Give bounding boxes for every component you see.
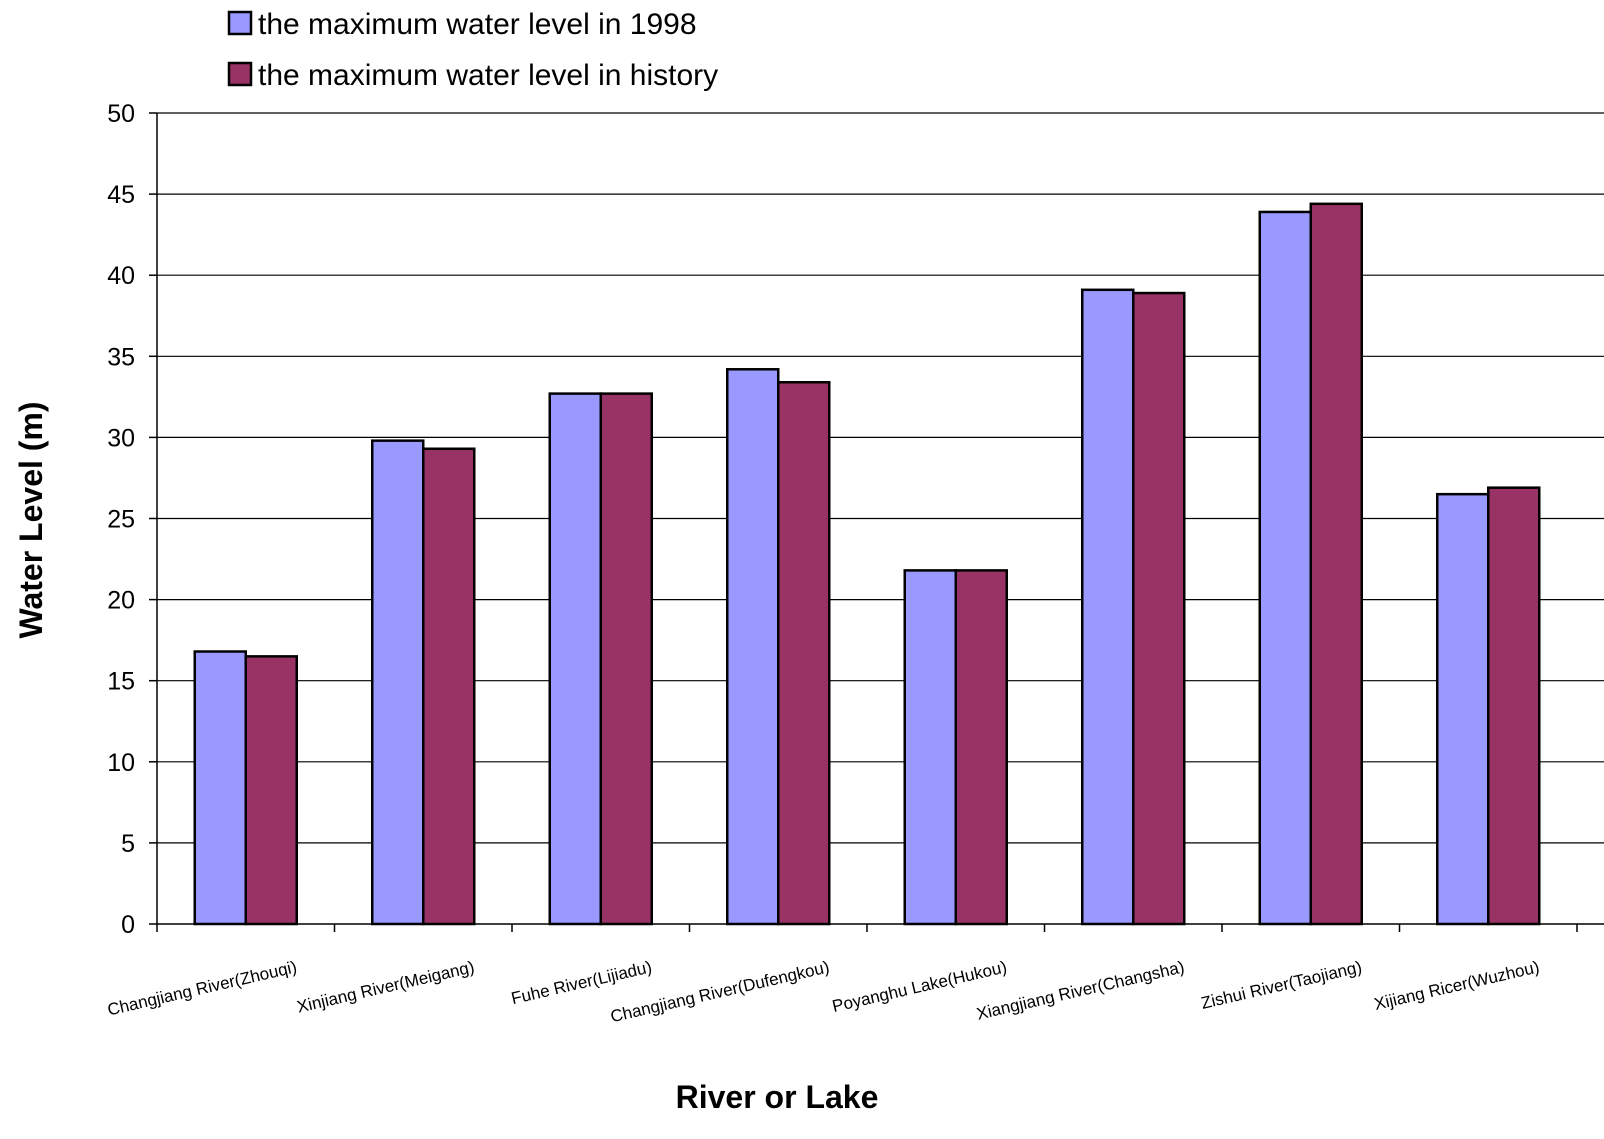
x-tick-label: Zishui River(Taojiang) [1199, 957, 1363, 1012]
bar-series-history [954, 569, 1008, 926]
x-tick-label: Xijiang Ricer(Wuzhou) [1372, 957, 1541, 1013]
y-tick-label: 10 [107, 749, 135, 777]
x-axis-title: River or Lake [676, 1079, 879, 1115]
y-tick-label: 50 [107, 100, 135, 128]
bar-series-history [1132, 291, 1186, 926]
bar-series-1998 [193, 650, 247, 926]
y-tick-label: 15 [107, 668, 135, 696]
y-tick-label: 30 [107, 424, 135, 452]
y-tick-label: 45 [107, 181, 135, 209]
bar-series-1998 [548, 392, 602, 926]
bar-series-1998 [1258, 210, 1312, 926]
x-tick-label: Xinjiang River(Meigang) [295, 957, 476, 1016]
bar-series-history [422, 447, 476, 926]
bar-series-1998 [903, 569, 957, 926]
bar-series-history [777, 381, 831, 926]
legend-swatch [227, 61, 253, 87]
bar-series-1998 [726, 368, 780, 926]
bar-series-history [599, 392, 653, 926]
y-tick-label: 20 [107, 587, 135, 615]
y-tick-label: 40 [107, 262, 135, 290]
y-tick-label: 0 [121, 911, 135, 939]
bar-series-history [244, 655, 298, 926]
bar-series-history [1309, 202, 1363, 926]
y-tick-label: 25 [107, 506, 135, 534]
bars [193, 202, 1541, 926]
x-tick-label: Changjiang River(Zhouqi) [106, 957, 299, 1019]
legend-swatch [227, 10, 253, 36]
bar-series-1998 [371, 439, 425, 926]
bar-series-1998 [1436, 492, 1490, 926]
x-tick-label: Fuhe River(Lijiadu) [509, 957, 653, 1008]
bar-series-1998 [1081, 288, 1135, 926]
legend: the maximum water level in 1998 the maxim… [227, 8, 718, 92]
legend-label: the maximum water level in 1998 [258, 8, 697, 41]
y-tick-label: 5 [121, 830, 135, 858]
legend-label: the maximum water level in history [258, 59, 718, 92]
y-tick-label: 35 [107, 343, 135, 371]
y-axis-title: Water Level (m) [13, 401, 49, 638]
bar-series-history [1487, 486, 1541, 926]
axes: 0 5 10 15 20 25 30 35 40 45 50 Changjiang River(Zho… [106, 100, 1604, 1026]
